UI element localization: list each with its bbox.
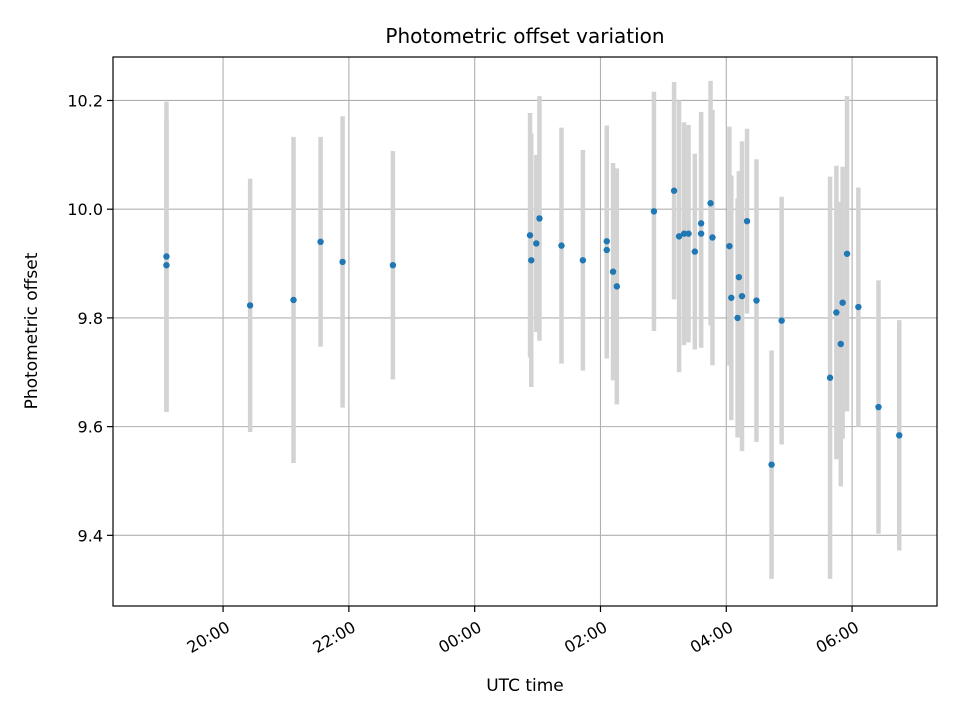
data-point: [697, 220, 705, 227]
data-point: [826, 374, 834, 381]
data-point: [778, 317, 785, 324]
data-point: [726, 242, 733, 250]
y-tick-label: 10.0: [67, 200, 103, 219]
data-point: [603, 246, 610, 254]
data-point: [697, 230, 705, 237]
data-point: [613, 283, 621, 290]
data-point: [837, 340, 844, 348]
data-point: [650, 208, 658, 215]
data-point: [734, 314, 741, 322]
x-axis-label: UTC time: [486, 676, 564, 696]
data-point: [728, 294, 735, 301]
y-tick-label: 9.4: [78, 526, 103, 545]
data-point: [855, 303, 862, 311]
data-point: [389, 261, 397, 269]
data-point: [707, 200, 714, 207]
data-point: [743, 217, 751, 225]
data-point: [526, 232, 534, 239]
grid: [113, 57, 937, 606]
y-tick-label: 9.8: [78, 309, 103, 328]
data-point: [680, 230, 688, 237]
data-point: [609, 268, 617, 275]
data-point: [875, 403, 882, 411]
plot-frame: [112, 56, 938, 607]
data-point: [290, 296, 297, 304]
data-point: [709, 234, 716, 241]
data-point: [896, 432, 903, 439]
data-point: [753, 297, 760, 304]
data-point: [843, 250, 851, 257]
data-point: [685, 230, 692, 237]
data-point: [670, 187, 678, 194]
data-point: [768, 461, 775, 468]
chart-title: Photometric offset variation: [385, 24, 664, 48]
data-point: [691, 248, 699, 255]
data-point: [833, 309, 840, 316]
data-point: [558, 242, 565, 249]
y-tick-label: 10.2: [67, 91, 103, 110]
y-axis-ticks: 9.4 9.6 9.8 10.0 10.2: [67, 91, 113, 545]
data-point: [528, 257, 535, 264]
y-axis-label: Photometric offset: [22, 252, 42, 409]
data-points: [163, 187, 903, 468]
data-point: [246, 302, 254, 309]
data-point: [533, 240, 540, 247]
data-point: [163, 253, 170, 260]
data-point: [317, 238, 324, 246]
data-point: [339, 258, 346, 266]
data-point: [738, 292, 746, 300]
data-point: [735, 273, 743, 281]
data-point: [675, 233, 683, 240]
data-point: [163, 261, 170, 269]
data-point: [536, 215, 543, 222]
data-point: [603, 238, 610, 245]
y-tick-label: 9.6: [78, 418, 103, 437]
data-point: [579, 257, 587, 264]
data-point: [839, 299, 846, 306]
